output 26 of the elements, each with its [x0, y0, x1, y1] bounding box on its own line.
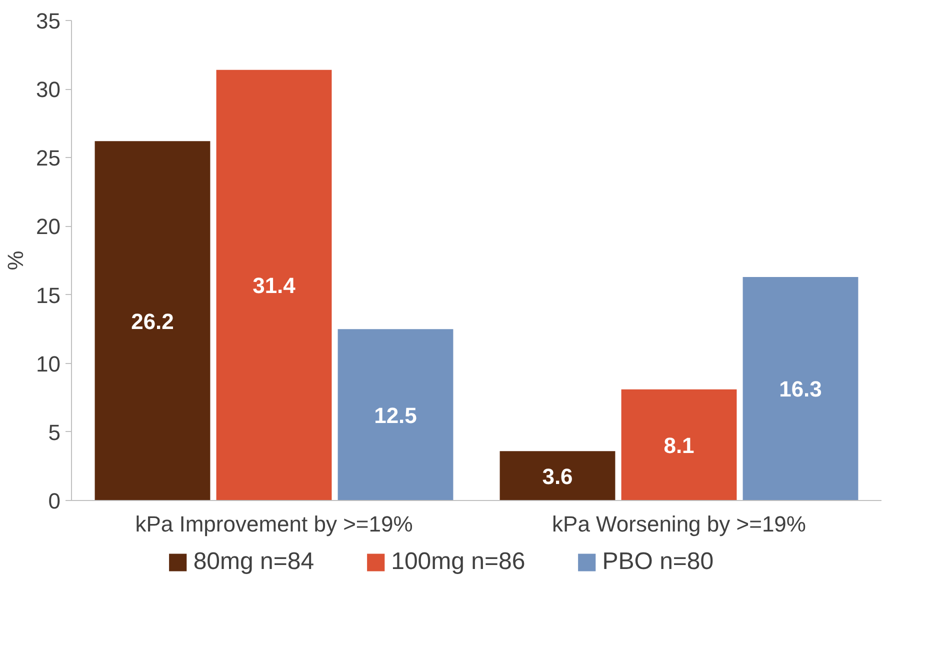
- y-tick-label: 15: [36, 282, 61, 308]
- y-tick-label: 25: [36, 146, 61, 171]
- y-tick-label: 0: [48, 488, 61, 514]
- bar: [500, 451, 616, 500]
- y-tick-label: 5: [48, 420, 61, 445]
- x-tick-label: kPa Improvement by >=19%: [135, 512, 413, 536]
- data-label: 12.5: [374, 402, 417, 428]
- y-tick-label: 35: [36, 8, 61, 34]
- data-label: 8.1: [664, 432, 694, 458]
- legend-label: 80mg n=84: [193, 548, 314, 576]
- data-label: 16.3: [779, 376, 822, 402]
- data-label: 31.4: [252, 273, 296, 298]
- data-label: 3.6: [542, 464, 573, 489]
- y-tick-label: 10: [36, 351, 61, 376]
- bar: [621, 389, 737, 500]
- x-tick-label: kPa Worsening by >=19%: [552, 512, 806, 536]
- bar: [94, 141, 210, 500]
- bar: [742, 276, 858, 500]
- bar: [216, 70, 332, 500]
- y-axis-title: %: [3, 250, 28, 270]
- y-tick-label: 30: [36, 77, 61, 102]
- bar: [338, 329, 454, 500]
- data-label: 26.2: [131, 308, 174, 334]
- legend-label: 100mg n=86: [391, 548, 526, 576]
- legend-label: PBO n=80: [602, 548, 714, 576]
- y-tick-label: 20: [36, 214, 61, 240]
